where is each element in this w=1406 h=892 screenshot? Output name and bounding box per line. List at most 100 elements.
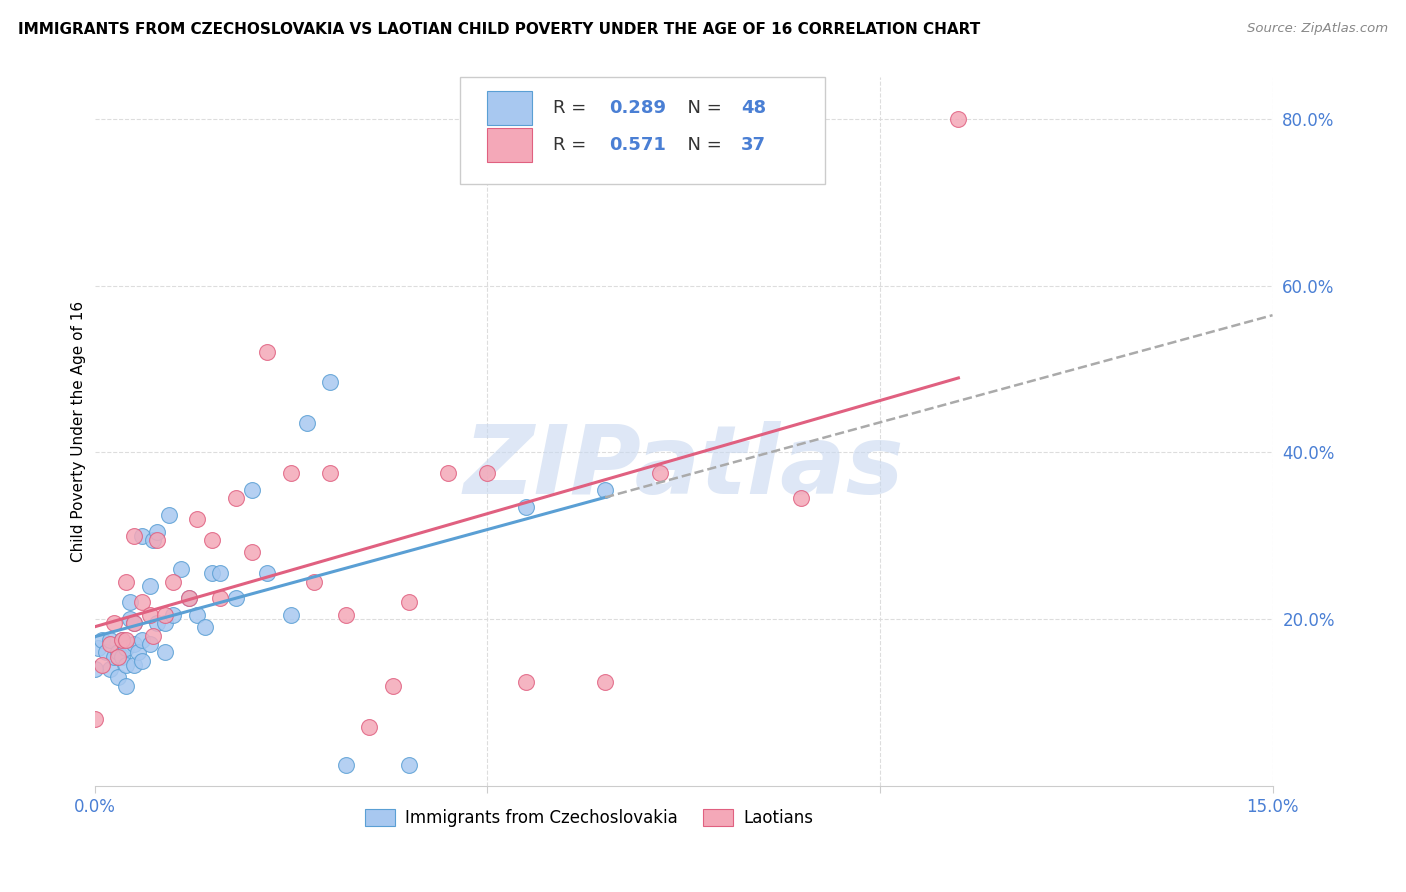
- Point: [107, 645, 129, 659]
- Point: [111, 632, 134, 647]
- Point: [155, 645, 177, 659]
- Text: R =: R =: [553, 99, 592, 117]
- Point: [103, 649, 125, 664]
- Text: R =: R =: [553, 136, 592, 153]
- Point: [225, 491, 247, 506]
- Point: [118, 595, 141, 609]
- Point: [515, 500, 537, 514]
- Text: 0.571: 0.571: [609, 136, 666, 153]
- Point: [122, 529, 145, 543]
- Point: [103, 616, 125, 631]
- Point: [240, 545, 263, 559]
- Point: [240, 483, 263, 497]
- Point: [193, 620, 215, 634]
- FancyBboxPatch shape: [486, 128, 531, 161]
- Point: [131, 529, 153, 543]
- Text: IMMIGRANTS FROM CZECHOSLOVAKIA VS LAOTIAN CHILD POVERTY UNDER THE AGE OF 16 CORR: IMMIGRANTS FROM CZECHOSLOVAKIA VS LAOTIA…: [18, 22, 980, 37]
- Point: [319, 375, 342, 389]
- Point: [131, 595, 153, 609]
- Point: [122, 657, 145, 672]
- Point: [115, 641, 138, 656]
- Point: [142, 533, 165, 547]
- Point: [335, 607, 357, 622]
- Text: 0.289: 0.289: [609, 99, 666, 117]
- Point: [177, 591, 200, 606]
- Point: [157, 508, 180, 522]
- Point: [201, 566, 224, 581]
- Point: [122, 637, 145, 651]
- Point: [162, 607, 184, 622]
- Point: [155, 616, 177, 631]
- Point: [790, 491, 813, 506]
- Point: [146, 616, 169, 631]
- Point: [146, 524, 169, 539]
- Point: [83, 662, 105, 676]
- Point: [146, 533, 169, 547]
- Point: [142, 629, 165, 643]
- Point: [256, 345, 278, 359]
- Point: [280, 467, 302, 481]
- Point: [96, 645, 118, 659]
- Point: [593, 483, 616, 497]
- Text: 37: 37: [741, 136, 766, 153]
- Point: [948, 112, 970, 127]
- Text: N =: N =: [676, 136, 728, 153]
- Point: [295, 417, 318, 431]
- Point: [280, 607, 302, 622]
- Point: [118, 612, 141, 626]
- Point: [107, 670, 129, 684]
- Point: [131, 654, 153, 668]
- Point: [186, 607, 208, 622]
- Legend: Immigrants from Czechoslovakia, Laotians: Immigrants from Czechoslovakia, Laotians: [359, 803, 820, 834]
- Point: [593, 674, 616, 689]
- Point: [515, 674, 537, 689]
- Point: [115, 657, 138, 672]
- Point: [107, 649, 129, 664]
- Point: [91, 632, 114, 647]
- FancyBboxPatch shape: [460, 78, 825, 184]
- Point: [122, 616, 145, 631]
- Point: [98, 662, 121, 676]
- Point: [398, 595, 420, 609]
- Point: [209, 591, 232, 606]
- Point: [91, 657, 114, 672]
- Point: [111, 632, 134, 647]
- Point: [382, 679, 405, 693]
- Point: [170, 562, 193, 576]
- Point: [225, 591, 247, 606]
- Point: [115, 574, 138, 589]
- Y-axis label: Child Poverty Under the Age of 16: Child Poverty Under the Age of 16: [72, 301, 86, 562]
- Text: 48: 48: [741, 99, 766, 117]
- Text: Source: ZipAtlas.com: Source: ZipAtlas.com: [1247, 22, 1388, 36]
- Point: [319, 467, 342, 481]
- Point: [111, 649, 134, 664]
- Point: [138, 637, 160, 651]
- Point: [209, 566, 232, 581]
- Point: [98, 632, 121, 647]
- Point: [256, 566, 278, 581]
- Point: [648, 467, 671, 481]
- Point: [83, 712, 105, 726]
- Point: [477, 467, 499, 481]
- Point: [87, 641, 110, 656]
- Point: [359, 721, 381, 735]
- Point: [98, 637, 121, 651]
- Point: [398, 758, 420, 772]
- Text: ZIPatlas: ZIPatlas: [463, 420, 904, 514]
- FancyBboxPatch shape: [486, 91, 531, 125]
- Point: [162, 574, 184, 589]
- Point: [177, 591, 200, 606]
- Point: [186, 512, 208, 526]
- Point: [115, 632, 138, 647]
- Point: [122, 616, 145, 631]
- Text: N =: N =: [676, 99, 728, 117]
- Point: [304, 574, 326, 589]
- Point: [138, 579, 160, 593]
- Point: [127, 645, 149, 659]
- Point: [115, 679, 138, 693]
- Point: [131, 632, 153, 647]
- Point: [201, 533, 224, 547]
- Point: [138, 607, 160, 622]
- Point: [437, 467, 460, 481]
- Point: [335, 758, 357, 772]
